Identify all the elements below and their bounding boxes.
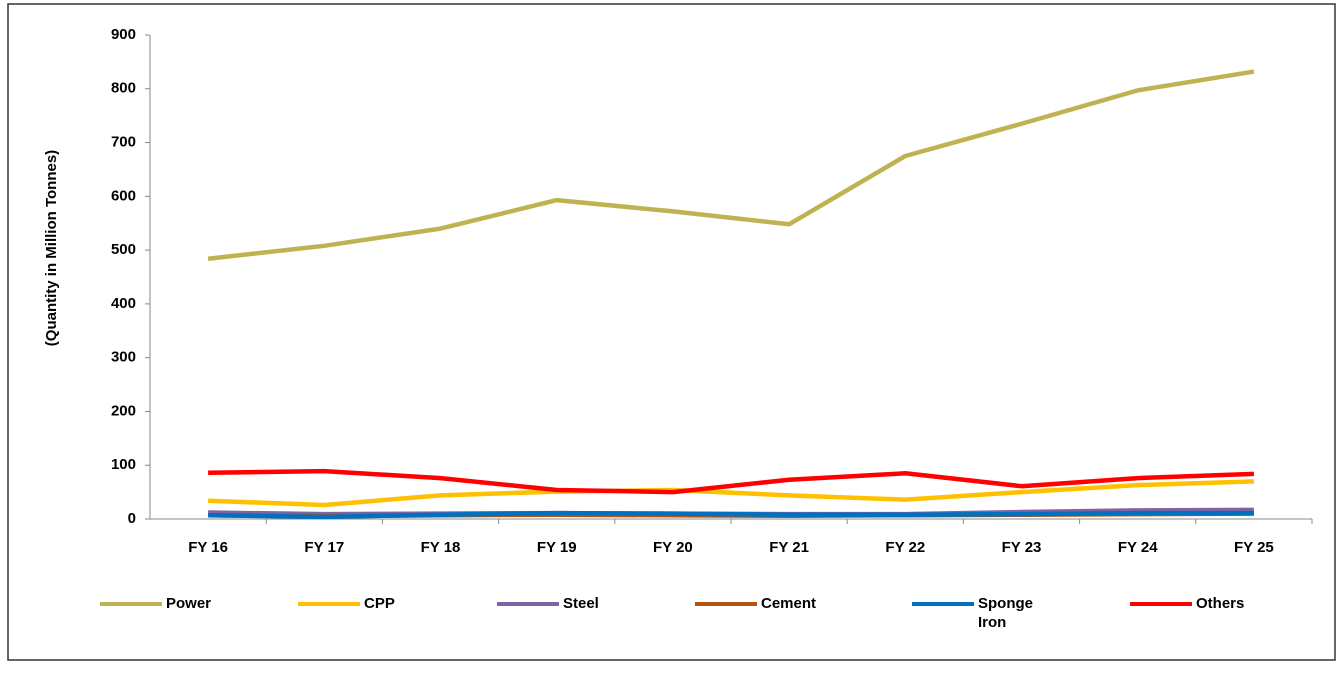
legend-label: Others [1196,595,1245,612]
x-tick-label: FY 24 [1118,539,1158,556]
legend-item: Power [100,594,228,613]
legend-label: Sponge Iron [978,595,1033,631]
y-tick-label: 100 [111,456,136,473]
x-tick-label: FY 16 [188,539,228,556]
series-line [208,479,1254,508]
y-tick-label: 200 [111,402,136,419]
x-tick-label: FY 22 [885,539,925,556]
x-tick-label: FY 25 [1234,539,1274,556]
y-tick-label: 800 [111,80,136,97]
series-line [208,510,1254,520]
legend-label: Power [166,595,212,612]
legend-label: Cement [761,595,817,612]
y-axis-title: (Quantity in Million Tonnes) [43,150,60,346]
x-tick-label: FY 20 [653,539,693,556]
series-line [207,69,1255,261]
legend-item: Cement [695,594,823,613]
y-tick-label: 600 [111,187,136,204]
legend-swatch [695,602,757,606]
y-tick-label: 700 [111,134,136,151]
legend-label: Steel [563,595,599,612]
y-tick-label: 400 [111,295,136,312]
legend-item: Sponge Iron [912,594,1040,632]
legend-swatch [912,602,974,606]
x-tick-label: FY 23 [1002,539,1042,556]
legend-item: Others [1130,594,1258,613]
x-tick-label: FY 21 [769,539,809,556]
legend-swatch [100,602,162,606]
chart-border [7,3,1336,661]
series-line [208,468,1254,495]
legend: Power CPP Steel Cement Sponge Iron Others [0,594,1343,654]
legend-swatch [1130,602,1192,606]
legend-swatch [497,602,559,606]
x-tick-label: FY 19 [537,539,577,556]
y-tick-label: 900 [111,26,136,43]
y-tick-label: 500 [111,241,136,258]
y-tick-label: 0 [128,510,136,527]
legend-swatch [298,602,360,606]
legend-item: Steel [497,594,625,613]
legend-label: CPP [364,595,395,612]
x-tick-label: FY 17 [304,539,344,556]
y-tick-label: 300 [111,349,136,366]
legend-item: CPP [298,594,426,613]
x-tick-label: FY 18 [421,539,461,556]
